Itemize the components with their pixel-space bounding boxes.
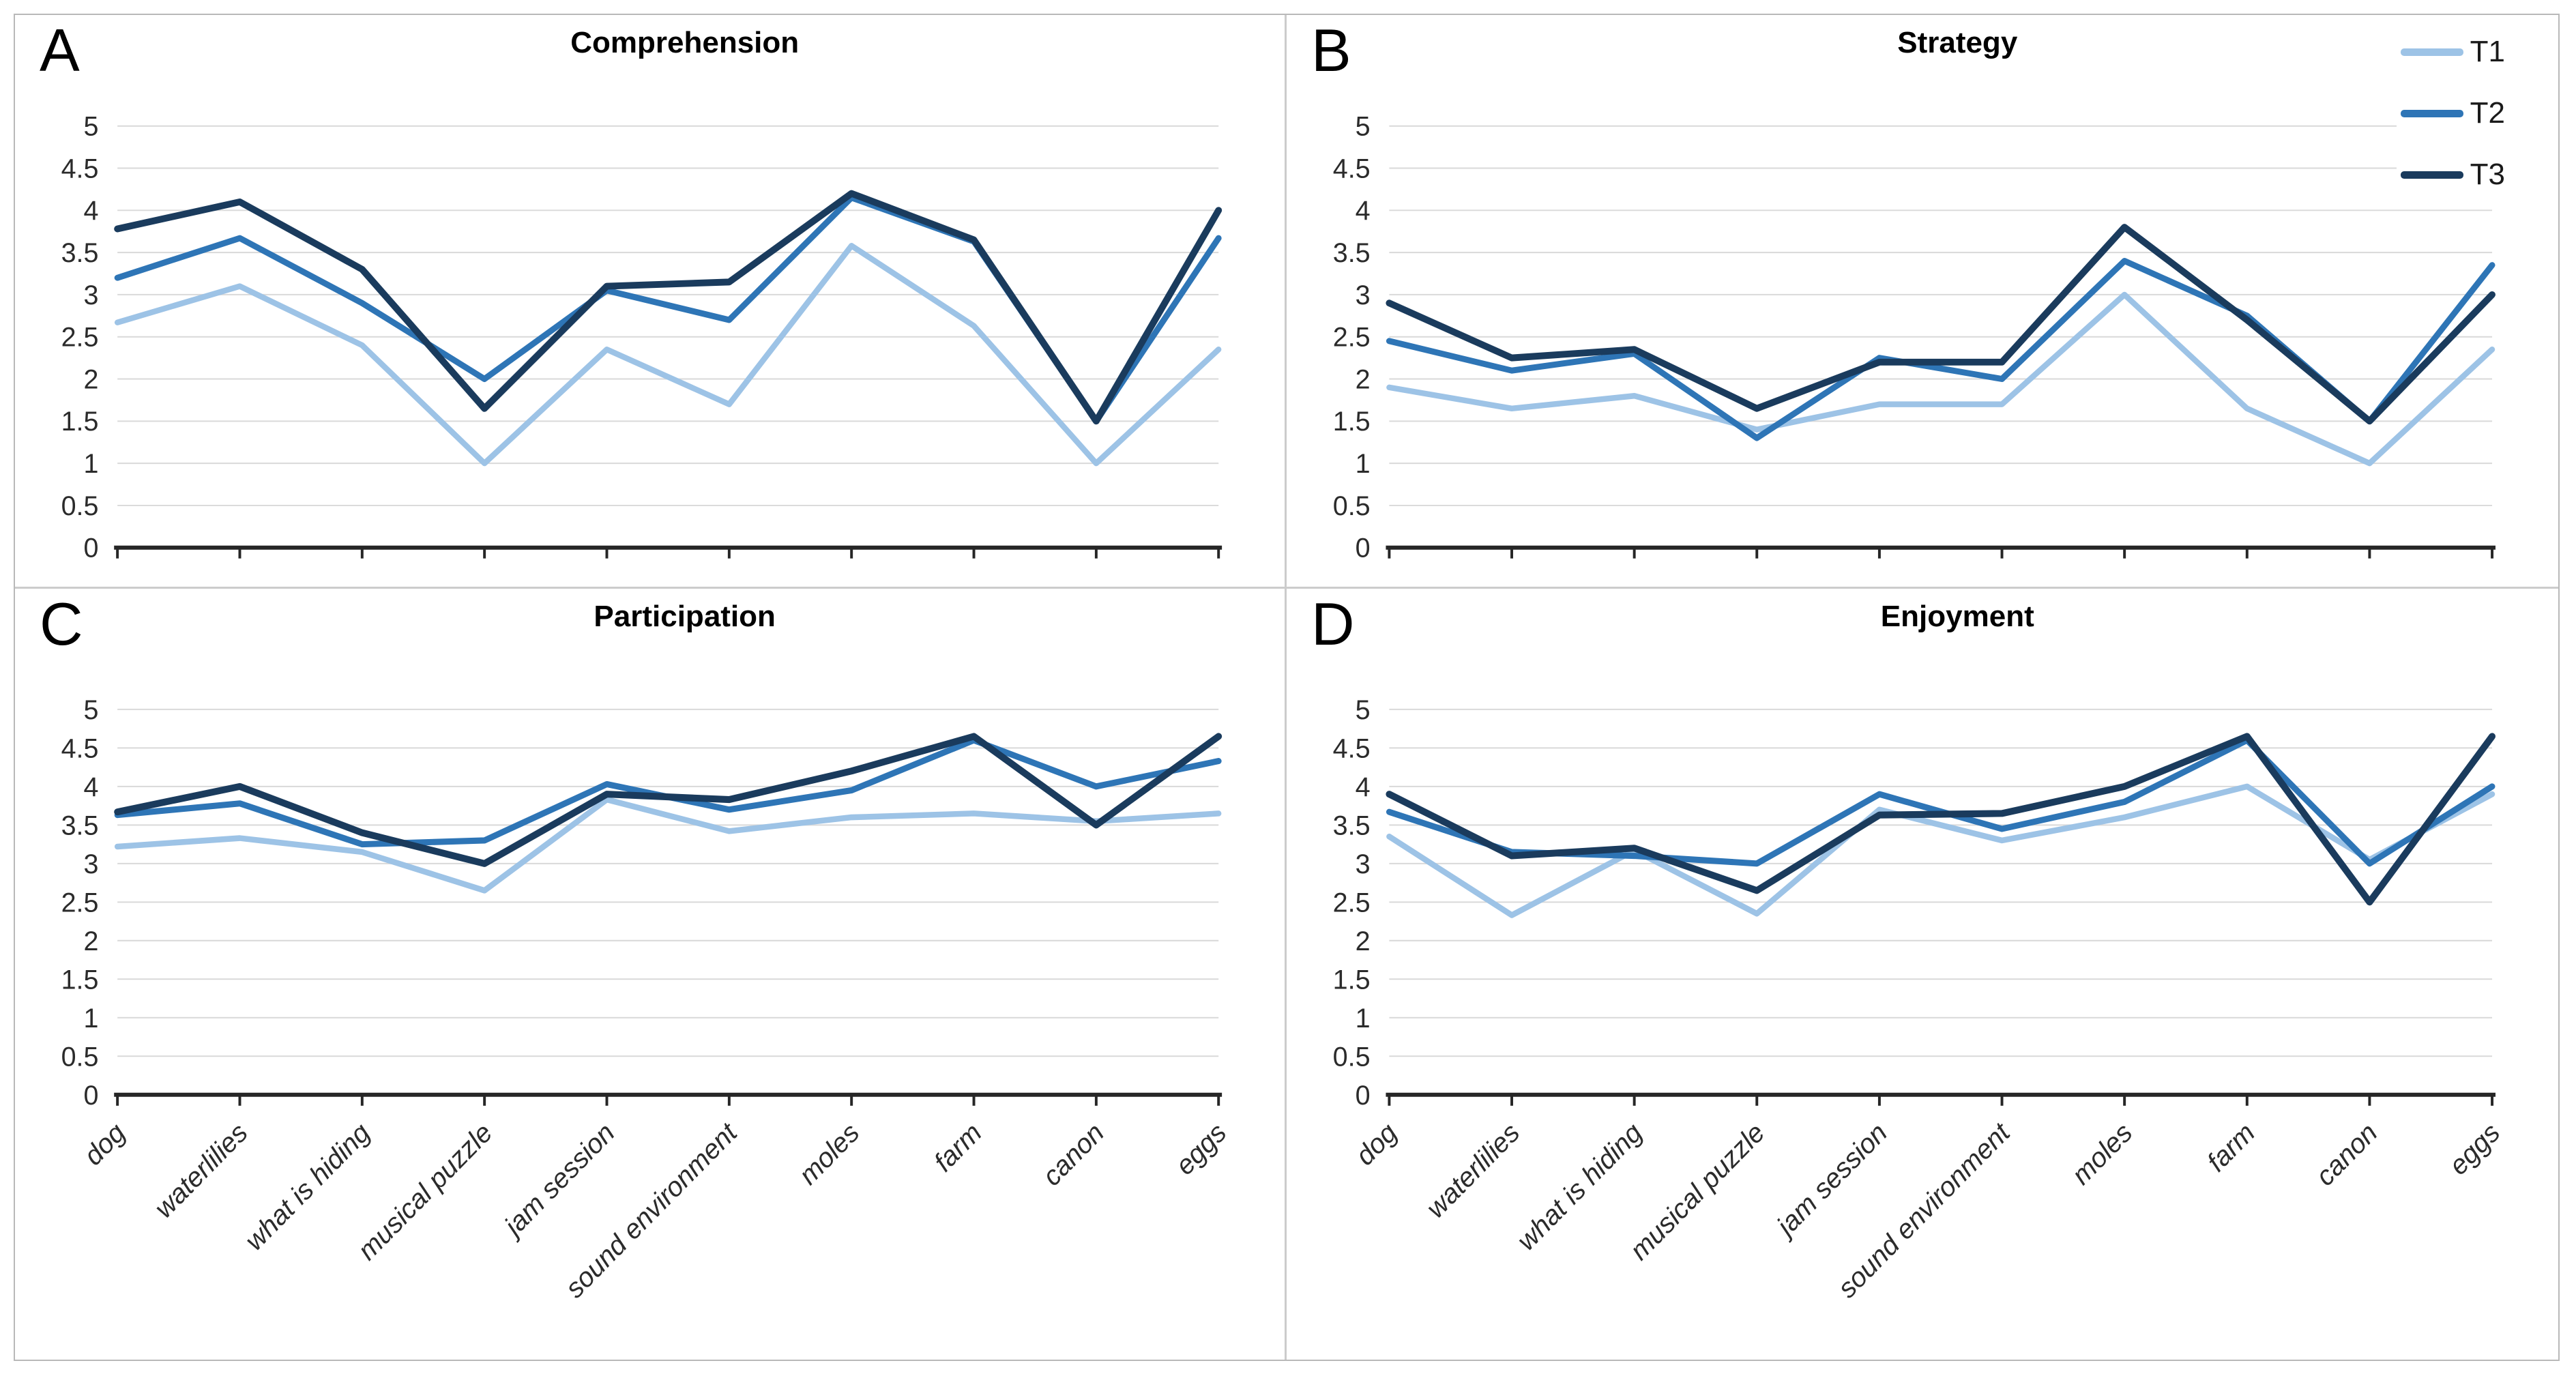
svg-text:jam session: jam session — [1769, 1117, 1893, 1244]
svg-text:farm: farm — [2201, 1117, 2261, 1177]
legend-item-t2: T2 — [2400, 96, 2505, 130]
svg-text:3: 3 — [84, 280, 99, 310]
svg-text:0: 0 — [84, 1081, 99, 1111]
svg-text:0.5: 0.5 — [1333, 491, 1371, 521]
svg-text:0.5: 0.5 — [61, 491, 99, 521]
svg-text:eggs: eggs — [1170, 1117, 1232, 1181]
svg-text:1: 1 — [1356, 449, 1371, 479]
svg-text:3.5: 3.5 — [1333, 810, 1371, 840]
svg-text:5: 5 — [1356, 695, 1371, 725]
panel-title-enjoyment: Enjoyment — [1880, 600, 2034, 634]
svg-text:0: 0 — [1356, 1081, 1371, 1111]
comprehension-line-chart: 0 0.5 1 1.5 2 2.5 3 3.5 4 4.5 5 — [61, 112, 1223, 563]
svg-text:0: 0 — [84, 533, 99, 563]
panel-a-comprehension: A Comprehension 0 0.5 1 1.5 2 2.5 3 3.5 4 4.5 5 — [15, 15, 1287, 589]
svg-text:4: 4 — [84, 196, 99, 226]
participation-line-chart: 0 0.5 1 1.5 2 2.5 3 3.5 4 4.5 5 dog waterlilieswhat … — [61, 695, 1233, 1304]
svg-text:1: 1 — [84, 1004, 99, 1034]
four-panel-line-chart-figure: A Comprehension 0 0.5 1 1.5 2 2.5 3 3.5 4 4.5 5 B … — [14, 14, 2560, 1361]
svg-text:eggs: eggs — [2444, 1117, 2506, 1181]
panel-title-participation: Participation — [594, 600, 776, 634]
legend-label-t1: T1 — [2470, 35, 2505, 68]
svg-text:2: 2 — [1356, 364, 1371, 394]
svg-text:5: 5 — [1356, 112, 1371, 142]
panel-b-strategy: B Strategy 0 0.5 1 1.5 2 2.5 3 3.5 4 4.5 5 — [1287, 15, 2558, 589]
panel-letter-c: C — [40, 590, 83, 658]
svg-text:what is hiding: what is hiding — [1511, 1117, 1648, 1257]
svg-text:4: 4 — [84, 772, 99, 802]
svg-text:3.5: 3.5 — [61, 810, 99, 840]
svg-text:4.5: 4.5 — [1333, 733, 1371, 763]
svg-text:what is hiding: what is hiding — [239, 1117, 376, 1257]
svg-text:5: 5 — [84, 695, 99, 725]
svg-text:4.5: 4.5 — [61, 153, 99, 184]
svg-text:3: 3 — [1356, 849, 1371, 879]
svg-text:canon: canon — [1037, 1117, 1110, 1192]
svg-text:1: 1 — [1356, 1004, 1371, 1034]
legend-label-t3: T3 — [2470, 158, 2505, 191]
svg-text:4.5: 4.5 — [61, 733, 99, 763]
svg-text:moles: moles — [793, 1117, 865, 1190]
legend-swatch-t1 — [2400, 48, 2463, 56]
svg-text:2: 2 — [84, 926, 99, 956]
svg-text:4.5: 4.5 — [1333, 153, 1371, 184]
svg-text:dog: dog — [78, 1117, 131, 1171]
legend-swatch-t3 — [2400, 171, 2463, 179]
svg-text:waterlilies: waterlilies — [1421, 1117, 1526, 1224]
svg-text:2.5: 2.5 — [61, 323, 99, 353]
svg-text:1.5: 1.5 — [61, 965, 99, 995]
svg-text:3.5: 3.5 — [61, 238, 99, 268]
svg-text:2.5: 2.5 — [1333, 888, 1371, 918]
svg-text:4: 4 — [1356, 196, 1371, 226]
panel-title-comprehension: Comprehension — [570, 26, 800, 59]
panel-c-participation: C Participation 0 0.5 1 1.5 2 2.5 3 3.5 4 4.5 5 dog… — [15, 589, 1287, 1360]
svg-text:3.5: 3.5 — [1333, 238, 1371, 268]
svg-text:dog: dog — [1350, 1117, 1403, 1171]
svg-text:3: 3 — [84, 849, 99, 879]
svg-text:5: 5 — [84, 112, 99, 142]
svg-text:0.5: 0.5 — [61, 1042, 99, 1072]
svg-text:farm: farm — [928, 1117, 988, 1177]
legend-item-t3: T3 — [2400, 158, 2505, 191]
svg-text:1.5: 1.5 — [61, 407, 99, 437]
svg-text:jam session: jam session — [497, 1117, 621, 1244]
legend-label-t2: T2 — [2470, 96, 2505, 130]
svg-text:canon: canon — [2310, 1117, 2383, 1192]
svg-text:moles: moles — [2066, 1117, 2139, 1190]
svg-text:1.5: 1.5 — [1333, 407, 1371, 437]
panel-letter-a: A — [40, 16, 80, 84]
panel-d-enjoyment: D Enjoyment 0 0.5 1 1.5 2 2.5 3 3.5 4 4.5 5 dog wate… — [1287, 589, 2558, 1360]
panel-letter-b: B — [1311, 16, 1351, 84]
svg-text:0: 0 — [1356, 533, 1371, 563]
svg-text:1.5: 1.5 — [1333, 965, 1371, 995]
svg-text:4: 4 — [1356, 772, 1371, 802]
svg-text:0.5: 0.5 — [1333, 1042, 1371, 1072]
enjoyment-line-chart: 0 0.5 1 1.5 2 2.5 3 3.5 4 4.5 5 dog waterlilieswhat … — [1333, 695, 2506, 1304]
svg-text:3: 3 — [1356, 280, 1371, 310]
panel-letter-d: D — [1311, 590, 1355, 658]
svg-text:2: 2 — [84, 364, 99, 394]
legend-swatch-t2 — [2400, 109, 2463, 117]
legend: T1 T2 T3 — [2396, 34, 2509, 192]
strategy-line-chart: 0 0.5 1 1.5 2 2.5 3 3.5 4 4.5 5 — [1333, 112, 2496, 563]
svg-text:2.5: 2.5 — [61, 888, 99, 918]
svg-text:1: 1 — [84, 449, 99, 479]
svg-text:2.5: 2.5 — [1333, 323, 1371, 353]
svg-text:2: 2 — [1356, 926, 1371, 956]
svg-text:waterlilies: waterlilies — [149, 1117, 254, 1224]
legend-item-t1: T1 — [2400, 35, 2505, 68]
panel-title-strategy: Strategy — [1897, 26, 2018, 59]
